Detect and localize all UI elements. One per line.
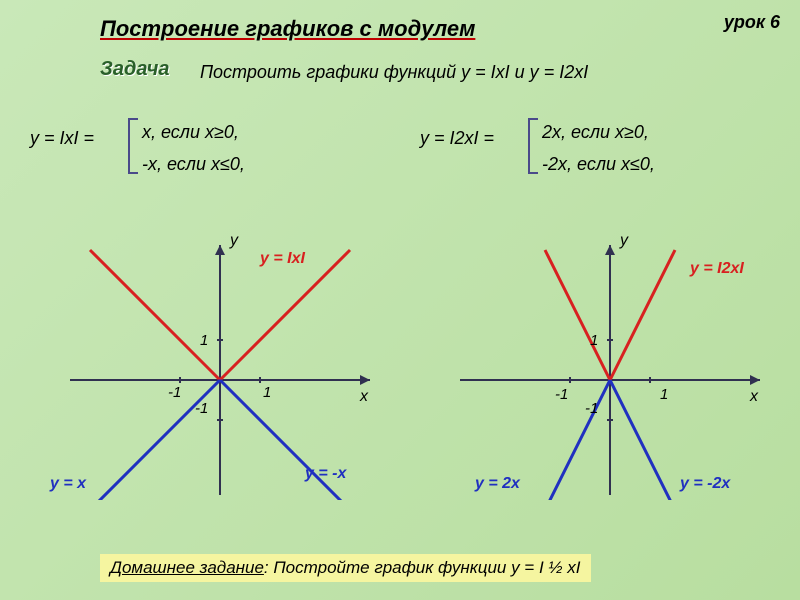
chart-abs-x: у х y = IхI y = х y = -х 1 -1 1 -1: [50, 240, 390, 500]
task-description: Построить графики функций y = IхI и y = …: [200, 62, 588, 83]
tick-x-neg1: -1: [555, 386, 568, 403]
homework-text: Домашнее задание: Постройте график функц…: [100, 554, 591, 582]
def1-case1: х, если х≥0,: [142, 116, 239, 148]
chart2-fn-neg: y = -2х: [680, 475, 730, 493]
tick-y-1: 1: [200, 332, 208, 349]
tick-y-1: 1: [590, 332, 598, 349]
chart1-svg: [50, 240, 390, 500]
chart-abs-2x: у х y = I2хI y = 2х y = -2х 1 -1 1 -1: [440, 240, 780, 500]
chart1-fn-neg: y = -х: [305, 465, 346, 483]
charts-container: у х y = IхI y = х y = -х 1 -1 1 -1 у х y…: [0, 240, 800, 520]
tick-x-neg1: -1: [168, 384, 181, 401]
lesson-badge: урок 6: [724, 12, 780, 33]
tick-y-neg1: -1: [585, 400, 598, 417]
chart2-svg: [440, 240, 780, 500]
definition-2: y = I2хI = 2х, если х≥0, -2х, если х≤0,: [420, 128, 494, 149]
def2-case1: 2х, если х≥0,: [542, 116, 649, 148]
task-label: Задача: [100, 58, 169, 81]
chart2-fn-pos: y = 2х: [475, 475, 520, 493]
homework-body: : Постройте график функции y = I ½ хI: [264, 558, 581, 577]
definition-1: y = IхI = х, если х≥0, -х, если х≤0,: [30, 128, 94, 149]
tick-x-1: 1: [660, 386, 668, 403]
chart1-fn-abs: y = IхI: [260, 250, 305, 268]
chart2-fn-abs: y = I2хI: [690, 260, 744, 278]
tick-y-neg1: -1: [195, 400, 208, 417]
homework-label: Домашнее задание: [110, 558, 264, 577]
tick-x-1: 1: [263, 384, 271, 401]
y-axis-label: у: [620, 232, 628, 250]
bracket-icon: [528, 118, 530, 174]
page-title: Построение графиков с модулем: [100, 16, 475, 42]
x-axis-label: х: [360, 388, 368, 406]
def1-case2: -х, если х≤0,: [142, 148, 245, 180]
bracket-icon: [128, 118, 130, 174]
def1-lhs: y = IхI =: [30, 128, 94, 148]
y-axis-label: у: [230, 232, 238, 250]
x-axis-label: х: [750, 388, 758, 406]
chart1-fn-pos: y = х: [50, 475, 86, 493]
def2-lhs: y = I2хI =: [420, 128, 494, 148]
def2-case2: -2х, если х≤0,: [542, 148, 655, 180]
